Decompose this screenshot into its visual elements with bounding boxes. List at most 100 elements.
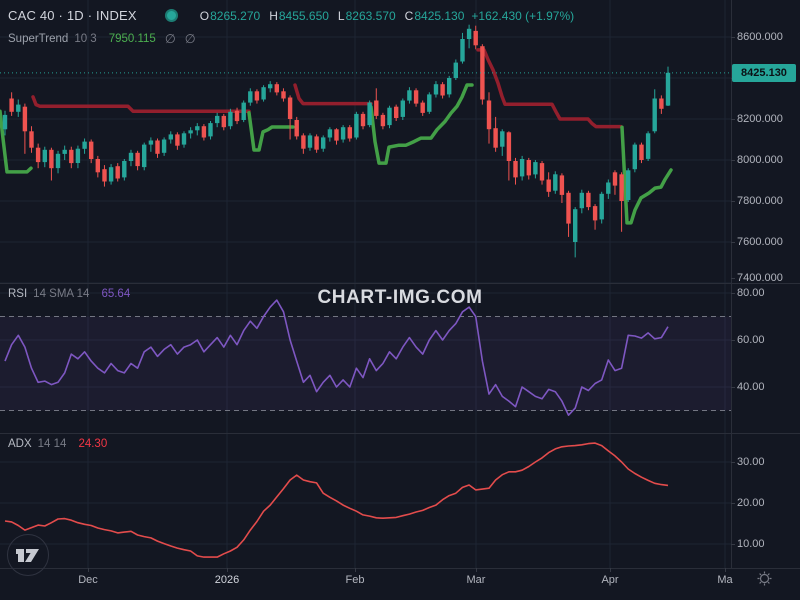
time-axis-label-Dec: Dec [78,574,98,586]
candle-body [460,39,465,62]
supertrend-down-line [31,95,251,113]
candle-body [274,84,279,93]
rsi-legend[interactable]: RSI 14 SMA 14 65.64 [8,288,130,300]
candle-body [241,102,246,120]
candle-body [519,159,525,177]
main-chart-pane[interactable] [0,0,731,283]
candle-body [2,114,8,130]
adx-value: 24.30 [78,438,108,450]
candle-body [195,126,200,131]
candle-body [347,127,352,139]
high-label: H [269,8,278,23]
candle-body [466,28,472,39]
candle-body [321,137,326,149]
candle-body [500,131,505,147]
candle-body [128,152,134,161]
rsi-axis-label: 80.00 [737,287,765,299]
rsi-band-fill [0,316,731,411]
candle-body [539,163,545,181]
price-axis-label: 8200.000 [737,113,783,125]
supertrend-up-line [369,83,474,165]
candle-body [526,160,531,176]
supertrend-up-line [0,109,33,174]
gear-icon[interactable] [756,570,773,587]
time-axis-label-Mar: Mar [466,574,486,586]
candle-body [573,209,578,242]
pane-divider-rsi-adx[interactable] [0,433,800,434]
supertrend-lines [0,48,673,225]
time-axis-tick [227,568,228,572]
axis-tick [731,462,735,463]
candle-body [533,162,538,175]
candle-body [592,206,598,221]
candle-body [281,91,286,99]
adx-line [4,442,669,558]
rsi-pane[interactable] [0,284,731,433]
candle-body [354,113,359,138]
candle-body [307,135,313,148]
rsi-name[interactable]: RSI [8,288,28,300]
pane-divider-main-rsi[interactable] [0,283,800,284]
candle-body [659,98,664,109]
supertrend-up-line [247,111,295,152]
adx-axis-label: 20.00 [737,497,765,509]
candle-body [433,84,439,95]
candle-body [374,100,379,116]
adx-axis-label: 10.00 [737,538,765,550]
candle-body [327,129,333,138]
symbol-title[interactable]: CAC 40 · 1D · INDEX [8,8,137,23]
candle-body [55,153,61,169]
price-axis-label: 8600.000 [737,31,783,43]
supertrend-legend[interactable]: SuperTrend 10 3 7950.115 ∅ ∅ [8,31,196,46]
candle-body [394,106,399,118]
candle-body [626,170,631,200]
low-label: L [337,8,345,23]
open-label: O [199,8,210,23]
candle-body [35,147,41,163]
candle-body [632,144,637,170]
candle-body [566,192,571,224]
adx-params: 14 14 [37,438,67,450]
candle-body [248,91,253,103]
candle-body [480,46,485,100]
candle-body [447,78,452,95]
time-axis-label-Feb: Feb [345,574,365,586]
candle-body [16,104,21,112]
adx-legend[interactable]: ADX 14 14 24.30 [8,438,107,450]
candle-body [62,149,67,154]
time-axis-tick [88,568,89,572]
axis-tick [731,242,735,243]
candle-body [440,84,445,96]
time-axis-tick [610,568,611,572]
supertrend-down-line [293,83,373,106]
time-axis-tick [355,568,356,572]
candle-body [599,193,604,220]
high-value: 8455.650 [278,8,329,23]
adx-name[interactable]: ADX [8,438,32,450]
price-axis-divider [731,0,732,568]
last-price-label: 8425.130 [732,64,796,82]
candle-body [294,120,299,137]
symbol-legend[interactable]: CAC 40 · 1D · INDEX O 8265.270 H 8455.65… [8,8,574,23]
candle-body [122,161,127,178]
axis-tick [731,37,735,38]
time-axis-label-Ma: Ma [717,574,733,586]
candle-body [387,107,392,126]
price-axis-label: 8000.000 [737,154,783,166]
candle-body [201,126,207,138]
supertrend-value: 7950.115 [108,32,156,45]
candle-body [69,149,74,164]
candle-body [135,152,140,167]
axis-tick [731,544,735,545]
candle-body [334,129,339,141]
candle-body [367,102,372,126]
rsi-params: 14 SMA 14 [33,288,90,300]
candle-body [161,139,167,153]
candle-body [287,97,293,119]
supertrend-name[interactable]: SuperTrend [8,32,69,45]
time-axis-divider [0,568,800,569]
candle-body [400,100,405,117]
adx-pane[interactable] [0,434,731,568]
candle-body [82,141,87,149]
tradingview-logo[interactable] [7,534,49,576]
